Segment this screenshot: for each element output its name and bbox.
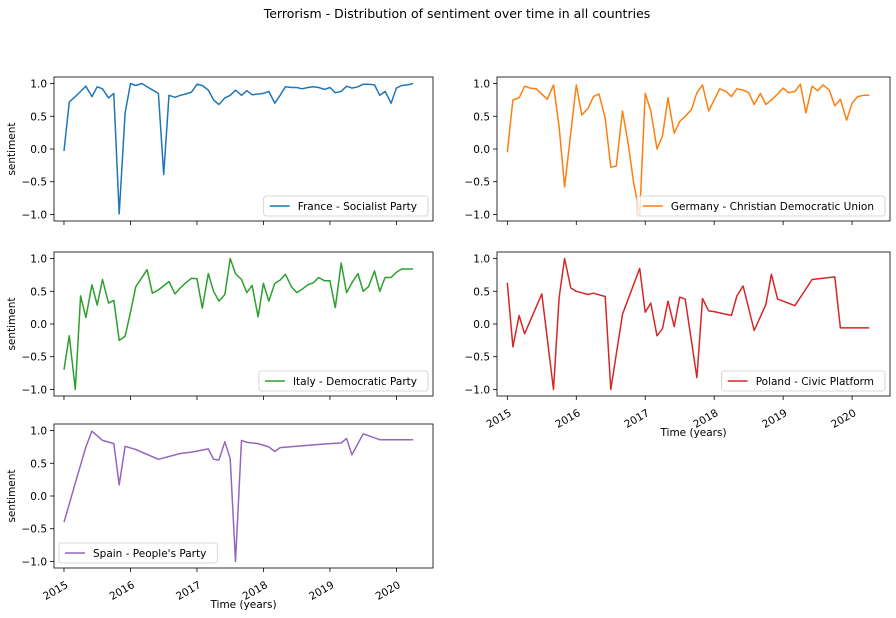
y-tick-label: −1.0 (22, 556, 48, 568)
y-tick-label: −1.0 (465, 384, 491, 396)
series-line (63, 257, 414, 391)
y-tick-label: −0.5 (22, 352, 48, 364)
y-tick-label: −0.5 (465, 352, 491, 364)
y-tick-label: 0.5 (473, 286, 490, 298)
legend-label: Poland - Civic Platform (756, 376, 874, 388)
x-tick-label: 2020 (374, 579, 403, 603)
y-tick-label: −1.0 (465, 209, 491, 221)
y-axis-label: sentiment (6, 469, 18, 522)
y-tick-label: −0.5 (22, 524, 48, 536)
legend: Poland - Civic Platform (721, 370, 886, 392)
subplots-grid: −1.0 −0.5 0.0 0.5 1.0 sentiment France - Socia… (6, 76, 891, 611)
series-line (63, 82, 414, 215)
series-line (506, 257, 870, 391)
x-tick-label: 2017 (174, 579, 203, 603)
legend-label: Spain - People's Party (93, 548, 206, 560)
y-tick-label: 0.0 (473, 144, 490, 156)
x-tick-label: 2020 (829, 407, 858, 431)
legend: Germany - Christian Democratic Union (636, 195, 886, 217)
y-tick-label: 1.0 (473, 254, 490, 266)
legend-box (58, 542, 218, 564)
legend-label: France - Socialist Party (298, 201, 417, 213)
x-tick-label: 2017 (622, 407, 651, 431)
x-tick-label: 2016 (553, 407, 582, 431)
subplot-italy-democratic-party: −1.0 −0.5 0.0 0.5 1.0 sentiment Italy - Democr… (6, 251, 434, 400)
legend-label: Italy - Democratic Party (293, 376, 417, 388)
y-tick-label: 0.0 (30, 144, 47, 156)
x-axis-label: Time (years) (209, 599, 276, 611)
y-axis-label: sentiment (6, 122, 18, 175)
legend: France - Socialist Party (263, 195, 429, 217)
y-tick-label: −1.0 (22, 384, 48, 396)
legend-box (636, 195, 886, 217)
plot-frame (53, 251, 434, 397)
y-tick-label: 0.5 (30, 458, 47, 470)
plot-frame (53, 76, 434, 222)
x-axis-label: Time (years) (659, 427, 726, 439)
plot-frame (53, 423, 434, 569)
y-tick-label: 0.5 (473, 111, 490, 123)
x-tick-label: 2019 (760, 407, 789, 431)
y-tick-label: 0.0 (30, 319, 47, 331)
legend-box (721, 370, 886, 392)
plot-frame (496, 251, 891, 397)
y-tick-label: 1.0 (30, 254, 47, 266)
y-tick-label: 1.0 (30, 79, 47, 91)
y-tick-label: 0.5 (30, 286, 47, 298)
figure-title: Terrorism - Distribution of sentiment ov… (263, 6, 651, 21)
y-tick-label: 1.0 (473, 79, 490, 91)
series-line (506, 83, 870, 216)
legend: Italy - Democratic Party (258, 370, 429, 392)
y-tick-label: −0.5 (465, 177, 491, 189)
x-tick-label: 2015 (41, 579, 70, 603)
legend-box (263, 195, 429, 217)
x-tick-label: 2015 (484, 407, 513, 431)
subplot-germany-christian-democratic-union: −1.0 −0.5 0.0 0.5 1.0 Germany - Christian Dem… (465, 76, 891, 225)
y-tick-label: 0.5 (30, 111, 47, 123)
x-tick-label: 2016 (108, 579, 137, 603)
y-tick-label: 0.0 (30, 491, 47, 503)
subplot-poland-civic-platform: 2015 2016 2017 2018 2019 2020−1.0−0.50.00.51.… (465, 251, 891, 439)
y-tick-label: 0.0 (473, 319, 490, 331)
y-tick-label: −1.0 (22, 209, 48, 221)
legend: Spain - People's Party (58, 542, 218, 564)
y-tick-label: 1.0 (30, 426, 47, 438)
subplot-france-socialist-party: −1.0 −0.5 0.0 0.5 1.0 sentiment France - Socia… (6, 76, 434, 225)
subplot-spain-people-s-party: 2015 2016 2017 2018 2019 2020−1.0−0.50.00.51.… (6, 423, 434, 611)
y-tick-label: −0.5 (22, 177, 48, 189)
plot-frame (496, 76, 891, 222)
series-line (63, 430, 414, 563)
legend-label: Germany - Christian Democratic Union (671, 201, 874, 213)
x-tick-label: 2019 (307, 579, 336, 603)
y-axis-label: sentiment (6, 297, 18, 350)
legend-box (258, 370, 429, 392)
